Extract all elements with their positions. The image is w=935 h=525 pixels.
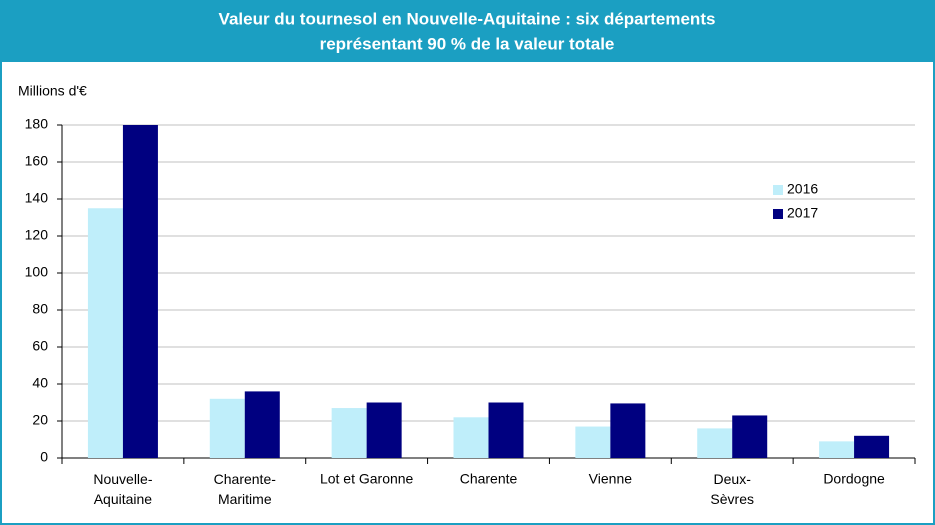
title-bar [1,1,934,62]
x-tick-label: Charente [460,471,518,487]
y-tick-label: 0 [40,449,48,465]
y-tick-label: 80 [32,301,48,317]
bar [697,428,733,458]
y-tick-label: 20 [32,412,48,428]
bar [209,398,245,458]
chart-title: représentant 90 % de la valeur totale [320,34,615,53]
bar [331,408,367,458]
bar [122,125,158,458]
y-tick-label: 100 [25,264,49,280]
bar [819,441,855,458]
legend-label: 2016 [787,181,818,197]
x-tick-label: Nouvelle-Aquitaine [93,471,152,507]
bar [575,426,611,458]
x-tick-label: Charente-Maritime [214,471,277,507]
y-tick-label: 160 [25,153,49,169]
y-axis-label: Millions d'€ [18,83,87,99]
bar [488,402,524,458]
x-tick-label: Lot et Garonne [320,471,414,487]
x-tick-label: Dordogne [823,471,885,487]
y-tick-label: 180 [25,116,49,132]
y-tick-label: 140 [25,190,49,206]
y-tick-label: 40 [32,375,48,391]
legend-label: 2017 [787,205,818,221]
bar [610,403,646,458]
y-tick-label: 120 [25,227,49,243]
x-tick-label: Deux-Sèvres [710,471,754,507]
legend-swatch [773,185,783,195]
bar [366,402,402,458]
chart-title: Valeur du tournesol en Nouvelle-Aquitain… [219,9,716,28]
x-tick-label: Vienne [589,471,633,487]
y-tick-label: 60 [32,338,48,354]
bar [87,208,123,458]
bar [854,435,890,458]
bar [732,415,768,458]
bar [453,417,489,458]
bar [244,391,280,458]
legend-swatch [773,209,783,219]
